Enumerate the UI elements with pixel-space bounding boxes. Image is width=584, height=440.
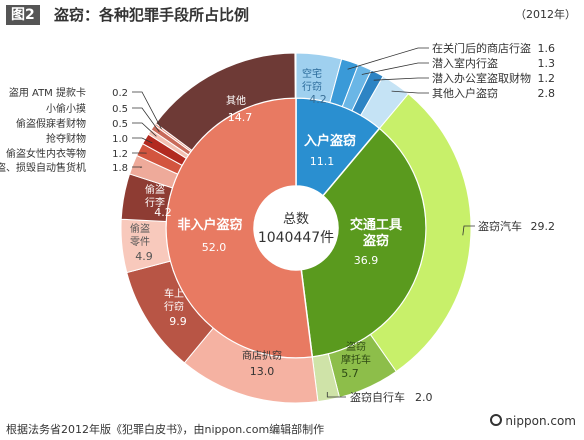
leader-line-17 bbox=[132, 91, 162, 130]
outer-value-10: 4.9 bbox=[135, 250, 153, 263]
leader-line-15 bbox=[132, 122, 157, 137]
leader-line-3 bbox=[373, 77, 429, 81]
callout-value-12: 1.8 bbox=[112, 163, 128, 174]
publisher-credit: nippon.com bbox=[490, 414, 576, 428]
callout-value-4: 2.8 bbox=[538, 87, 556, 100]
outer-label-0-line-0: 空宅 bbox=[302, 67, 322, 80]
outer-label-8-line-0: 商店扒窃 bbox=[242, 349, 282, 362]
callout-value-5: 29.2 bbox=[531, 220, 556, 233]
credit-logo-icon bbox=[490, 414, 503, 426]
inner-label-0-line-0: 入户盗窃 bbox=[304, 133, 356, 149]
outer-value-18: 14.7 bbox=[228, 111, 253, 124]
callout-value-3: 1.2 bbox=[538, 72, 556, 85]
callout-label-12: 撬盗、损毁自动售货机 bbox=[0, 161, 86, 174]
outer-label-6-line-0: 盗窃 bbox=[346, 340, 366, 353]
outer-label-11-line-0: 偷盗 bbox=[145, 183, 165, 196]
inner-label-1-line-0: 交通工具 bbox=[350, 217, 402, 233]
callout-label-2: 潜入室内行盗 bbox=[432, 56, 498, 70]
callout-label-1: 在关门后的商店行盗 bbox=[432, 41, 531, 55]
inner-value-1: 36.9 bbox=[354, 254, 379, 267]
figure-title: 盗窃：各种犯罪手段所占比例 bbox=[54, 6, 250, 24]
callout-value-15: 0.5 bbox=[112, 119, 128, 130]
callout-value-14: 1.0 bbox=[112, 134, 128, 145]
leader-line-5 bbox=[462, 225, 475, 236]
figure-badge: 图2 bbox=[6, 5, 40, 25]
callout-label-4: 其他入户盗窃 bbox=[432, 86, 498, 100]
callout-value-13: 1.2 bbox=[112, 149, 128, 160]
outer-label-9-line-1: 行窃 bbox=[164, 300, 184, 313]
leader-line-4 bbox=[391, 90, 429, 94]
callout-label-14: 抢夺财物 bbox=[46, 132, 86, 145]
center-total: 1040447件 bbox=[258, 230, 334, 246]
outer-value-8: 13.0 bbox=[250, 365, 275, 378]
inner-label-1-line-1: 盗窃 bbox=[363, 233, 389, 249]
outer-label-10-line-0: 偷盗 bbox=[130, 222, 150, 235]
outer-label-18-line-0: 其他 bbox=[226, 94, 246, 107]
outer-value-6: 5.7 bbox=[341, 367, 359, 380]
callout-label-16: 小偷小摸 bbox=[46, 102, 86, 115]
callout-label-3: 潜入办公室盗取财物 bbox=[432, 71, 531, 85]
callout-label-17: 盗用 ATM 提款卡 bbox=[9, 86, 86, 99]
leader-line-16 bbox=[132, 107, 160, 133]
callout-value-2: 1.3 bbox=[538, 57, 556, 70]
inner-value-0: 11.1 bbox=[310, 155, 335, 168]
credit-text: nippon.com bbox=[505, 414, 576, 428]
outer-label-0-line-1: 行窃 bbox=[302, 80, 322, 93]
leader-line-12 bbox=[132, 166, 143, 168]
callout-value-7: 2.0 bbox=[415, 391, 433, 404]
outer-slice-18 bbox=[155, 52, 296, 151]
outer-label-9-line-0: 车上 bbox=[164, 287, 184, 300]
callout-value-1: 1.6 bbox=[538, 42, 556, 55]
outer-label-6-line-1: 摩托车 bbox=[341, 353, 371, 366]
inner-value-2: 52.0 bbox=[202, 241, 227, 254]
outer-value-11: 4.2 bbox=[154, 206, 172, 219]
callout-label-7: 盗窃自行车 bbox=[350, 390, 405, 404]
outer-label-11-line-1: 行李 bbox=[145, 196, 165, 209]
center-hole bbox=[254, 186, 338, 270]
leader-line-14 bbox=[132, 137, 153, 144]
center-label: 总数 bbox=[283, 212, 309, 227]
callout-label-5: 盗窃汽车 bbox=[478, 219, 522, 233]
leader-line-7 bbox=[326, 392, 346, 398]
outer-value-9: 9.9 bbox=[169, 315, 187, 328]
source-note: 根据法务省2012年版《犯罪白皮书》，由nippon.com编辑部制作 bbox=[6, 423, 325, 436]
figure-year: （2012年） bbox=[515, 8, 576, 21]
leader-line-1 bbox=[347, 47, 429, 70]
outer-value-0: 4.2 bbox=[309, 93, 327, 106]
callout-value-16: 0.5 bbox=[112, 104, 128, 115]
callout-label-15: 偷盗假寐者财物 bbox=[16, 117, 86, 130]
leader-line-2 bbox=[361, 62, 429, 75]
outer-label-10-line-1: 零件 bbox=[130, 236, 150, 248]
inner-label-2-line-0: 非入户盗窃 bbox=[177, 217, 242, 233]
callout-label-13: 偷盗女性内衣等物 bbox=[6, 147, 86, 160]
figure-header: 图2 盗窃：各种犯罪手段所占比例 （2012年） bbox=[0, 0, 584, 34]
callout-value-17: 0.2 bbox=[112, 88, 128, 99]
